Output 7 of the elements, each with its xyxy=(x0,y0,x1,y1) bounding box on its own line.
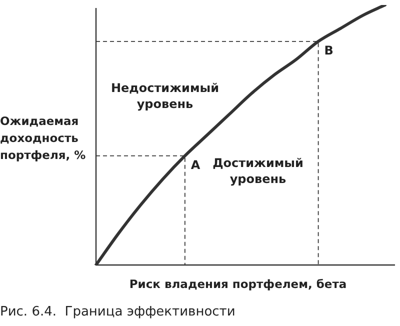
x-axis-title: Риск владения портфелем, бета xyxy=(129,276,347,291)
annotation: B xyxy=(324,44,334,58)
annotation: A xyxy=(190,158,201,172)
y-axis-title: Ожидаемая доходность портфеля, % xyxy=(0,114,86,162)
text: Рис. 6.4. Граница эффективности xyxy=(0,304,236,320)
annotation: Недостижимый уровень xyxy=(110,81,220,112)
annotation: Достижимый уровень xyxy=(212,156,304,186)
